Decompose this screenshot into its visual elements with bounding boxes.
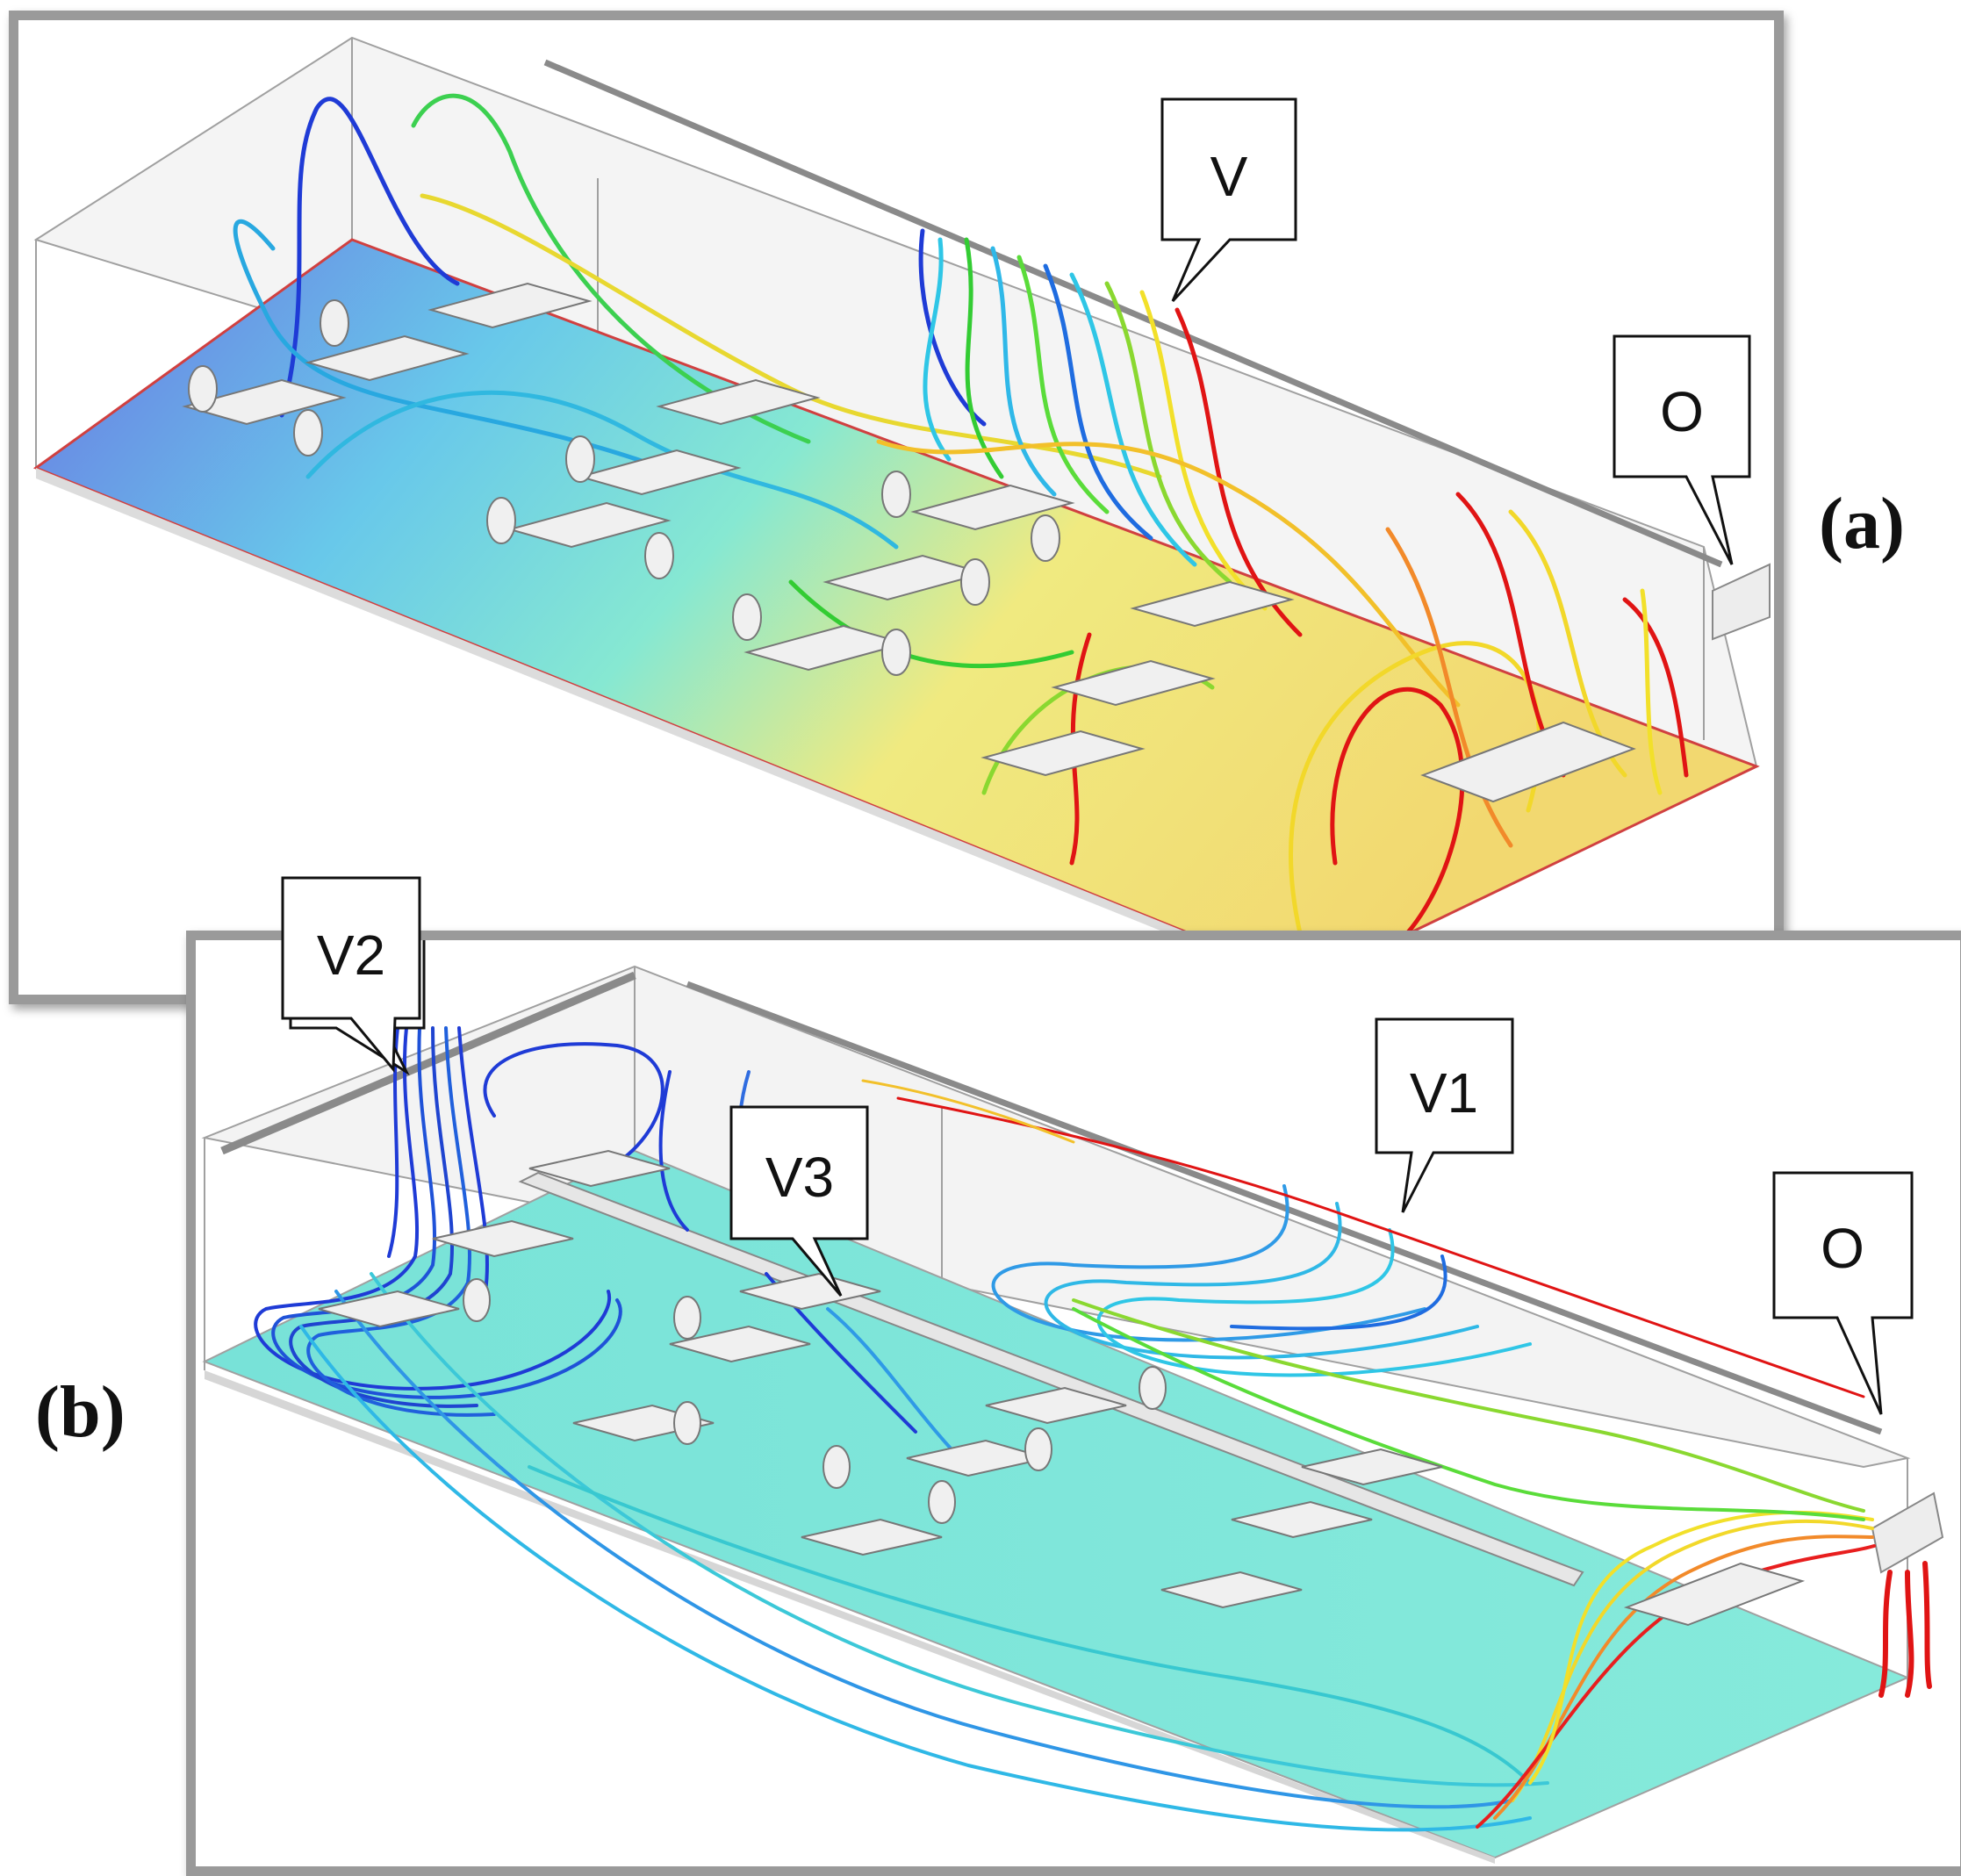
room-b [201,965,1911,1686]
table [1420,721,1636,803]
occupant [486,497,516,544]
table [980,730,1146,777]
callout-v3: V3 [729,1105,869,1297]
occupant [565,435,595,483]
table [801,1518,943,1556]
table [506,501,672,549]
occupant [881,471,911,518]
occupant [732,593,762,641]
occupant [320,299,349,347]
table [182,378,347,426]
table [1051,659,1216,707]
vent-rail-v2 [220,971,636,1155]
vent-rail-v1 [686,981,1883,1435]
outlet-unit-a [1712,563,1771,641]
occupant [881,629,911,676]
table [528,1149,671,1188]
callout-v-text: V [1210,145,1248,208]
panel-a-label: (a) [1819,483,1905,564]
table [985,1386,1127,1425]
floor-b [202,1149,1910,1859]
occupant [463,1278,491,1322]
callout-v1: V1 [1375,1017,1514,1213]
floor-a-edge [36,468,1309,990]
occupant [644,532,674,579]
callout-o-text: O [1660,380,1704,443]
table [669,1325,811,1363]
occupant [1024,1427,1052,1471]
table [427,282,593,329]
furniture-a [182,282,1636,803]
callout-o-b-text: O [1821,1217,1864,1280]
table [318,1290,460,1328]
table [577,449,742,496]
streamlines-b [254,1026,1932,1832]
panel-b-scene: V3 V1 O [201,940,1944,1864]
occupant [673,1296,701,1340]
ceiling-vent-rail-a [543,59,1723,568]
callout-o: O [1613,334,1751,565]
occupant [928,1480,956,1524]
occupant [822,1445,851,1489]
table [656,378,821,426]
panel-b-label: (b) [35,1371,126,1453]
occupant [293,409,323,456]
table [1301,1448,1443,1486]
table [432,1219,574,1258]
callout-v3-text: V3 [765,1146,834,1209]
panel-b: V3 V1 O [186,931,1961,1876]
panel-a-scene: V O [32,36,1771,990]
table [1160,1571,1303,1609]
furniture-b [318,1149,1806,1627]
vent-rail-v3 [518,1171,1584,1587]
callout-v1-text: V1 [1410,1061,1478,1125]
panel-a: V O [9,11,1784,1004]
table [910,484,1075,531]
occupant [960,558,990,606]
table [1231,1500,1373,1539]
occupant [1139,1366,1167,1410]
callout-v: V [1160,97,1297,303]
table [1130,580,1295,628]
table [1623,1562,1806,1627]
callout-o-b: O [1772,1171,1914,1415]
occupant [1031,514,1060,562]
occupant [673,1401,701,1445]
table [739,1272,881,1311]
table [305,334,470,382]
occupant [188,365,218,413]
outlet-unit-b [1871,1491,1944,1574]
